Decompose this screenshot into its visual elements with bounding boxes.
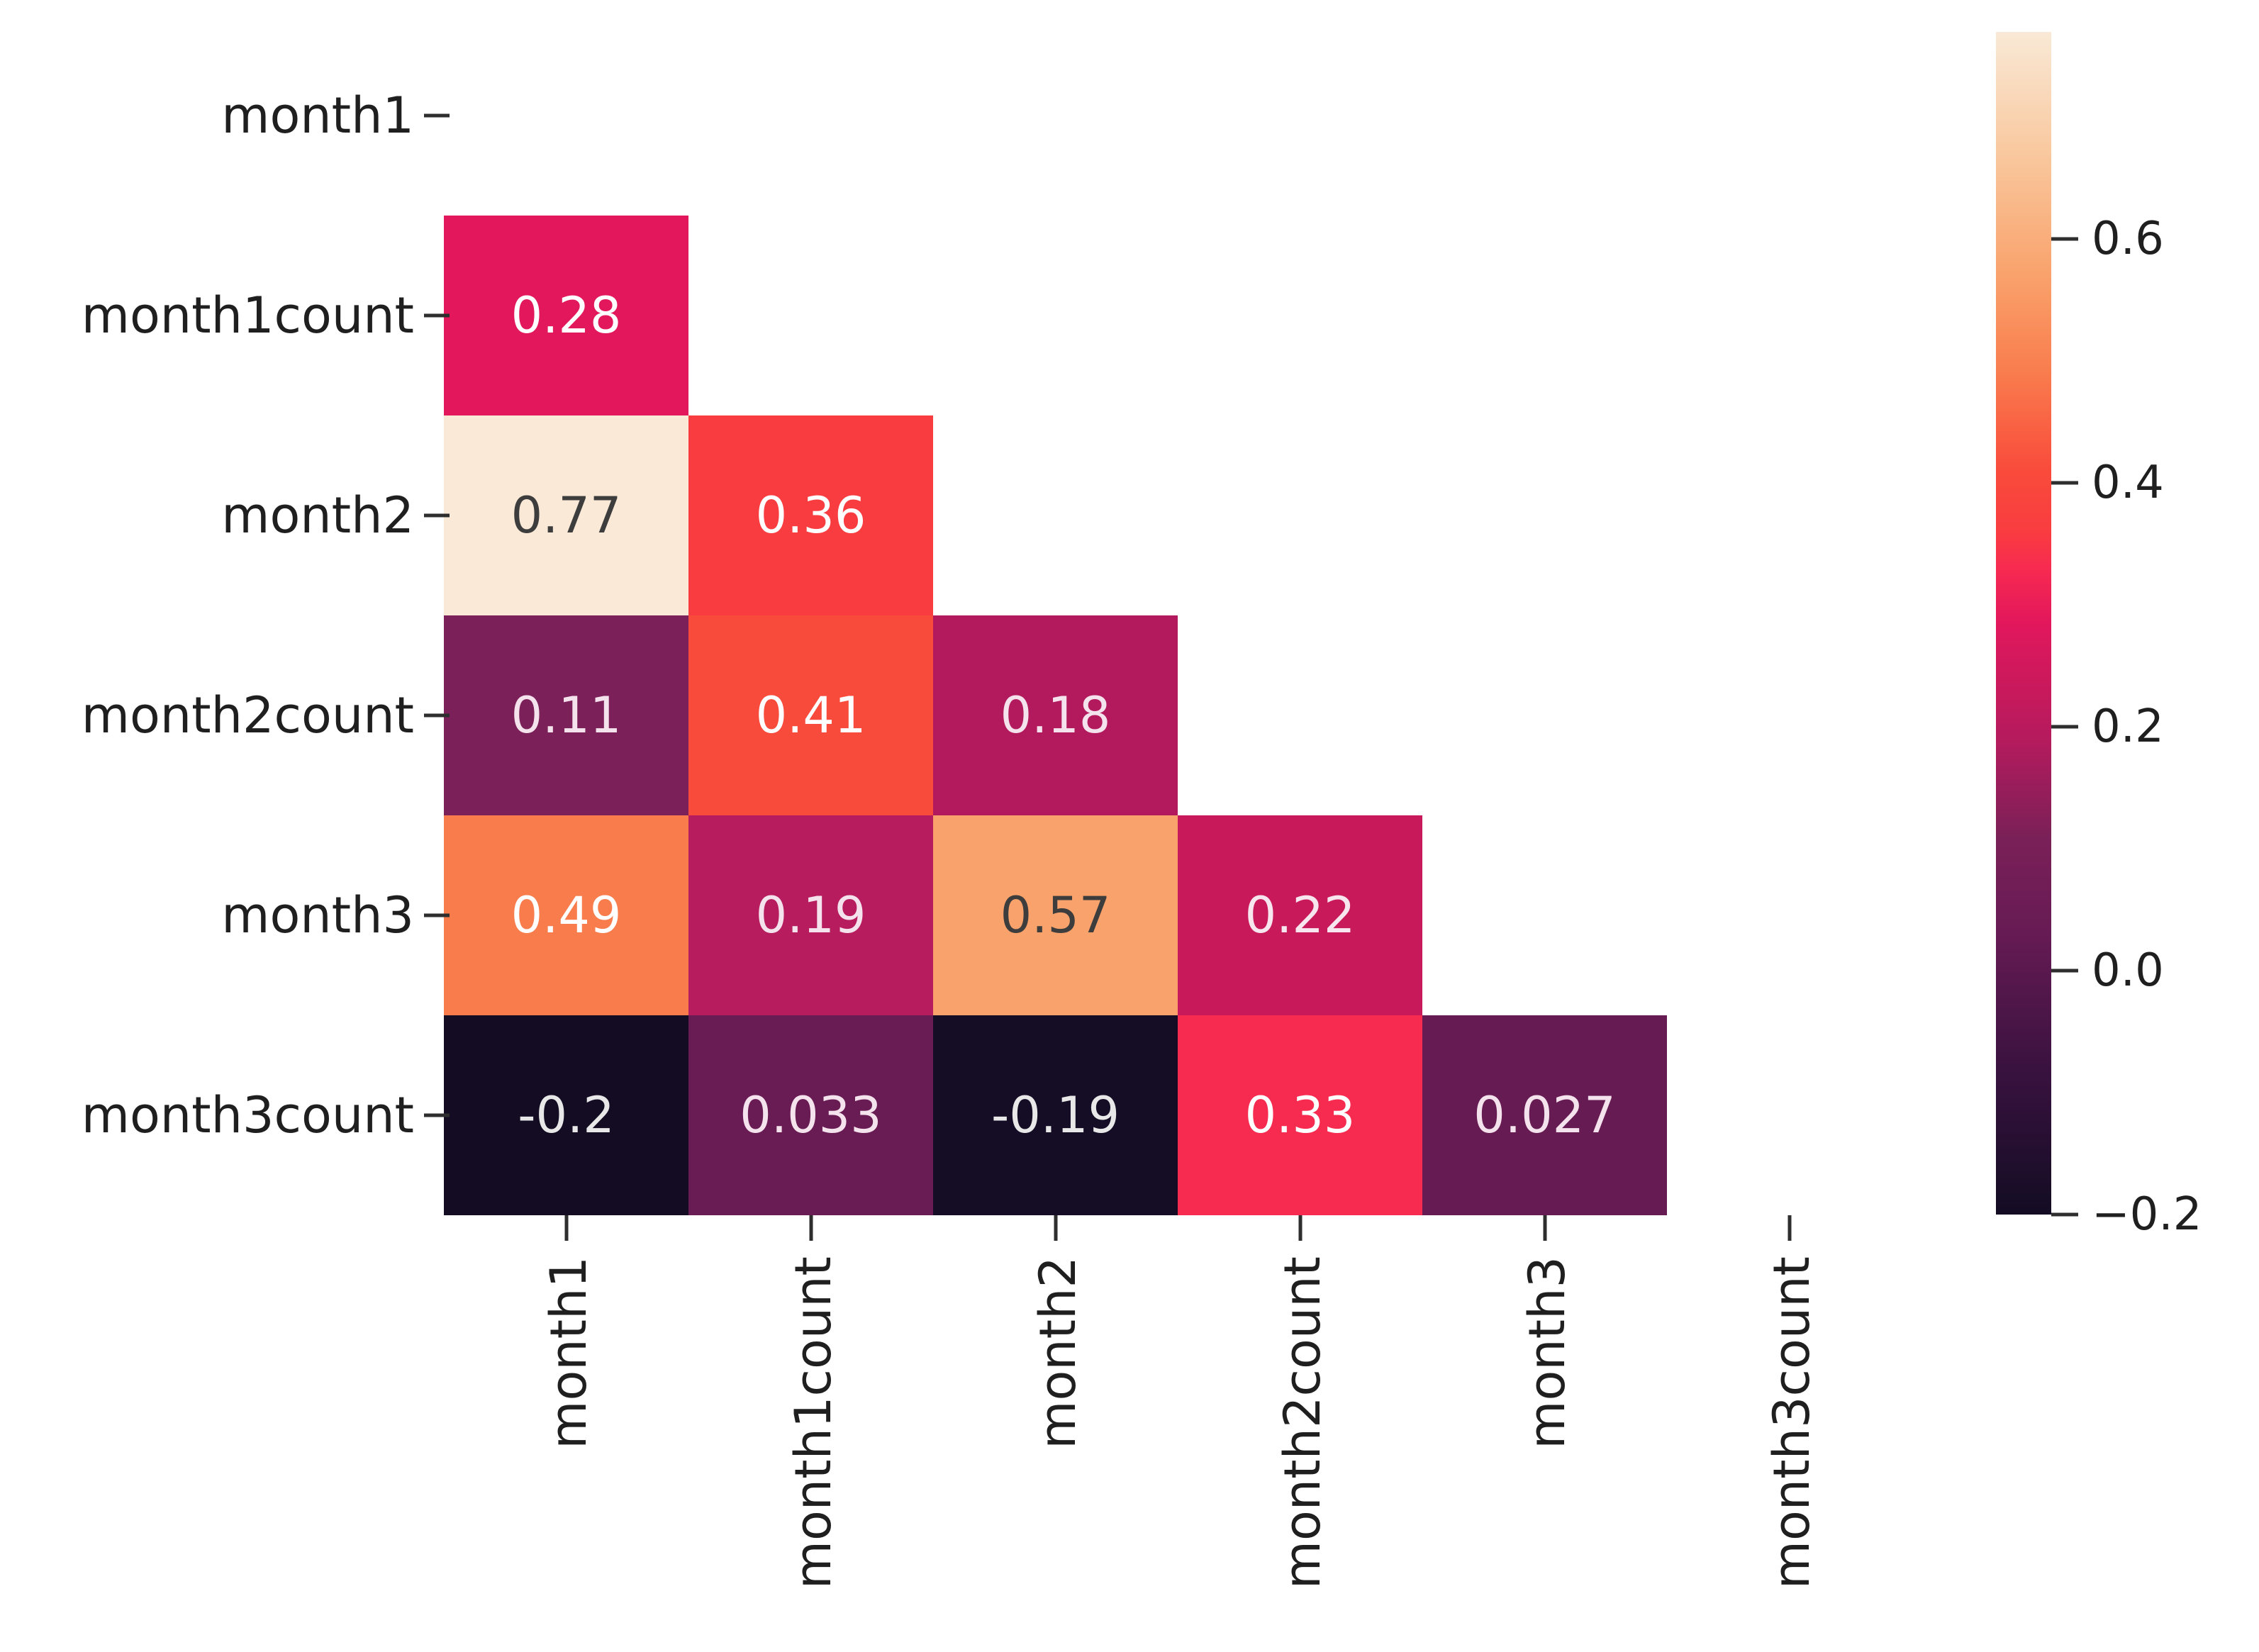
x-tick-mark bbox=[1054, 1215, 1057, 1241]
y-tick-label: month2count bbox=[81, 686, 414, 744]
heatmap-cell: 0.28 bbox=[444, 216, 688, 415]
heatmap-cell: 0.11 bbox=[444, 615, 688, 815]
cell-value: 0.36 bbox=[755, 486, 866, 545]
cell-value: 0.77 bbox=[511, 486, 622, 545]
cell-value: 0.22 bbox=[1244, 886, 1356, 944]
colorbar-tick-mark bbox=[2051, 969, 2078, 973]
cell-value: 0.28 bbox=[511, 286, 622, 345]
heatmap-cell: 0.19 bbox=[688, 815, 933, 1015]
heatmap-cell: 0.77 bbox=[444, 415, 688, 615]
cell-value: 0.57 bbox=[1000, 886, 1111, 944]
x-tick-label: month3count bbox=[1762, 1256, 1821, 1590]
colorbar-tick-label: −0.2 bbox=[2092, 1188, 2202, 1241]
heatmap-grid: 0.28 0.77 0.36 0.11 0.41 0.18 0.49 0.19 0.57 0.22… bbox=[444, 16, 1912, 1215]
x-tick-label: month2count bbox=[1273, 1256, 1332, 1590]
colorbar-tick-label: 0.0 bbox=[2092, 944, 2164, 998]
x-tick-mark bbox=[1298, 1215, 1302, 1241]
colorbar-tick-label: 0.6 bbox=[2092, 213, 2164, 266]
heatmap-cell: 0.57 bbox=[933, 815, 1178, 1015]
y-tick-label: month3count bbox=[81, 1086, 414, 1144]
heatmap-cell: 0.027 bbox=[1422, 1015, 1667, 1215]
colorbar-tick-label: 0.4 bbox=[2092, 457, 2164, 510]
cell-value: -0.2 bbox=[518, 1086, 615, 1144]
y-tick-mark bbox=[424, 913, 450, 917]
cell-value: 0.19 bbox=[755, 886, 866, 944]
heatmap-cell: 0.033 bbox=[688, 1015, 933, 1215]
x-tick-label: month2 bbox=[1028, 1256, 1087, 1449]
heatmap-cell: 0.18 bbox=[933, 615, 1178, 815]
heatmap-cell: -0.19 bbox=[933, 1015, 1178, 1215]
heatmap-cell: 0.22 bbox=[1178, 815, 1422, 1015]
heatmap-cell: 0.33 bbox=[1178, 1015, 1422, 1215]
cell-value: 0.33 bbox=[1244, 1086, 1356, 1144]
cell-value: 0.49 bbox=[511, 886, 622, 944]
x-tick-label: month1count bbox=[783, 1256, 842, 1590]
cell-value: 0.027 bbox=[1473, 1086, 1616, 1144]
cell-value: 0.033 bbox=[740, 1086, 882, 1144]
y-tick-label: month1 bbox=[221, 86, 414, 145]
cell-value: 0.11 bbox=[511, 686, 622, 744]
cell-value: 0.41 bbox=[755, 686, 866, 744]
colorbar-tick-mark bbox=[2051, 237, 2078, 241]
cell-value: -0.19 bbox=[991, 1086, 1120, 1144]
heatmap-cell: 0.41 bbox=[688, 615, 933, 815]
y-tick-label: month3 bbox=[221, 886, 414, 944]
colorbar-tick-mark bbox=[2051, 1212, 2078, 1217]
heatmap-cell: -0.2 bbox=[444, 1015, 688, 1215]
x-tick-mark bbox=[1787, 1215, 1791, 1241]
x-tick-mark bbox=[809, 1215, 813, 1241]
x-tick-label: month1 bbox=[539, 1256, 598, 1449]
y-tick-mark bbox=[424, 513, 450, 518]
y-tick-mark bbox=[424, 113, 450, 118]
y-tick-mark bbox=[424, 713, 450, 718]
colorbar-gradient bbox=[1996, 32, 2051, 1215]
x-tick-mark bbox=[1543, 1215, 1546, 1241]
x-tick-mark bbox=[564, 1215, 568, 1241]
heatmap-cell: 0.36 bbox=[688, 415, 933, 615]
colorbar-tick-label: 0.2 bbox=[2092, 701, 2164, 754]
y-tick-mark bbox=[424, 1113, 450, 1117]
colorbar-tick-mark bbox=[2051, 481, 2078, 485]
x-tick-label: month3 bbox=[1517, 1256, 1576, 1449]
heatmap-cell: 0.49 bbox=[444, 815, 688, 1015]
cell-value: 0.18 bbox=[1000, 686, 1111, 744]
y-tick-mark bbox=[424, 313, 450, 318]
y-tick-label: month2 bbox=[221, 486, 414, 545]
colorbar-tick-mark bbox=[2051, 725, 2078, 729]
y-tick-label: month1count bbox=[81, 286, 414, 345]
